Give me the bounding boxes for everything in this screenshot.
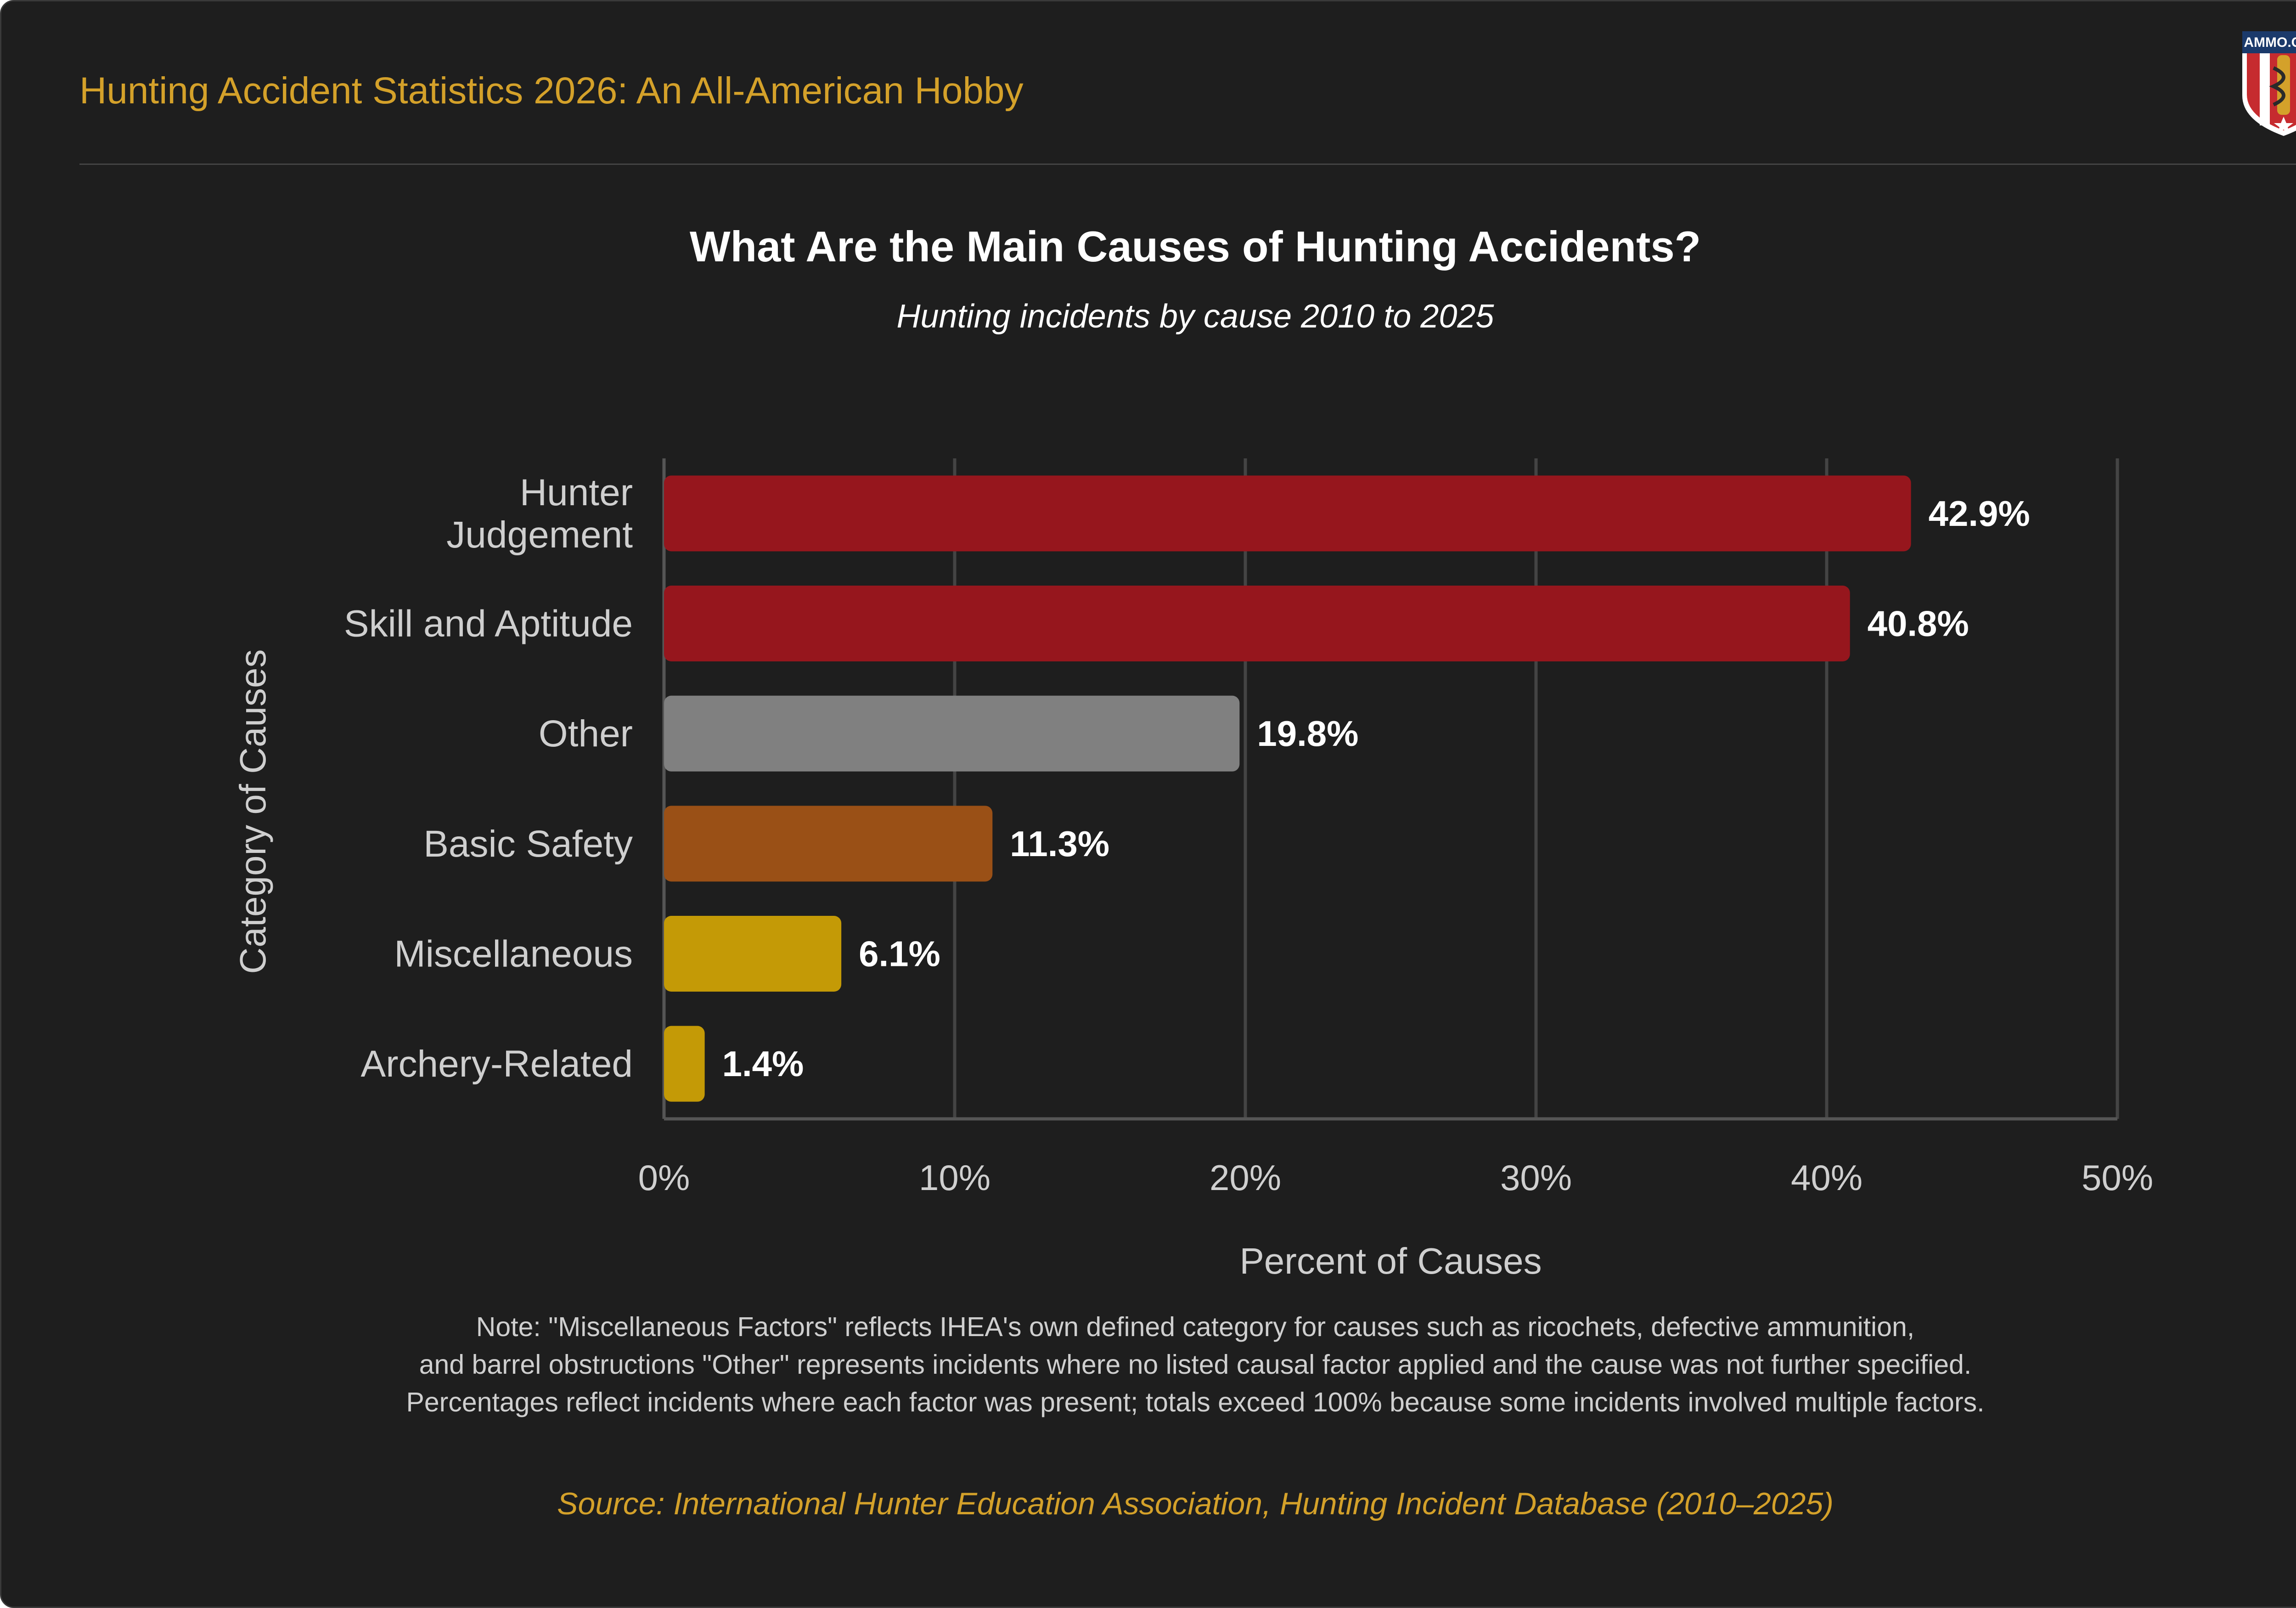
bar-value-label: 11.3% (1010, 824, 1109, 864)
bar-value-label: 6.1% (859, 934, 940, 974)
category-label: Basic Safety (423, 823, 633, 865)
bar-value-label: 40.8% (1868, 604, 1969, 644)
x-tick-label: 50% (2082, 1157, 2153, 1198)
chart-title: What Are the Main Causes of Hunting Acci… (689, 222, 1701, 271)
ammo-logo-icon: AMMO.COM (2242, 31, 2296, 136)
x-tick-label: 0% (638, 1157, 690, 1198)
chart-note: Note: "Miscellaneous Factors" reflects I… (1, 1308, 2296, 1421)
y-axis-title: Category of Causes (232, 649, 273, 974)
logo-text: AMMO.COM (2244, 35, 2296, 50)
category-label: Hunter Judgement (446, 472, 633, 556)
bar (664, 916, 842, 992)
x-tick-label: 20% (1210, 1157, 1281, 1198)
category-label: Other (539, 713, 633, 755)
note-line: and barrel obstructions "Other" represen… (419, 1349, 1972, 1380)
bar (664, 586, 1850, 661)
category-label: Skill and Aptitude (344, 603, 633, 645)
note-line: Percentages reflect incidents where each… (406, 1387, 1985, 1417)
x-tick-label: 30% (1500, 1157, 1572, 1198)
category-label: Archery-Related (361, 1043, 633, 1085)
bar (664, 475, 1911, 552)
bar (664, 806, 993, 882)
bar (664, 695, 1240, 772)
category-label: Miscellaneous (394, 933, 633, 975)
page-title: Hunting Accident Statistics 2026: An All… (79, 70, 1024, 112)
source-citation: Source: International Hunter Education A… (557, 1486, 1834, 1521)
header-divider (79, 164, 2296, 165)
x-axis-title: Percent of Causes (1239, 1241, 1542, 1281)
bar-value-label: 1.4% (722, 1044, 804, 1084)
x-tick-label: 10% (919, 1157, 990, 1198)
bar (664, 1026, 705, 1102)
bar-value-label: 19.8% (1257, 713, 1358, 754)
note-line: Note: "Miscellaneous Factors" reflects I… (476, 1312, 1915, 1342)
bar-value-label: 42.9% (1929, 493, 2030, 534)
x-tick-label: 40% (1791, 1157, 1863, 1198)
chart-subtitle: Hunting incidents by cause 2010 to 2025 (896, 298, 1494, 335)
